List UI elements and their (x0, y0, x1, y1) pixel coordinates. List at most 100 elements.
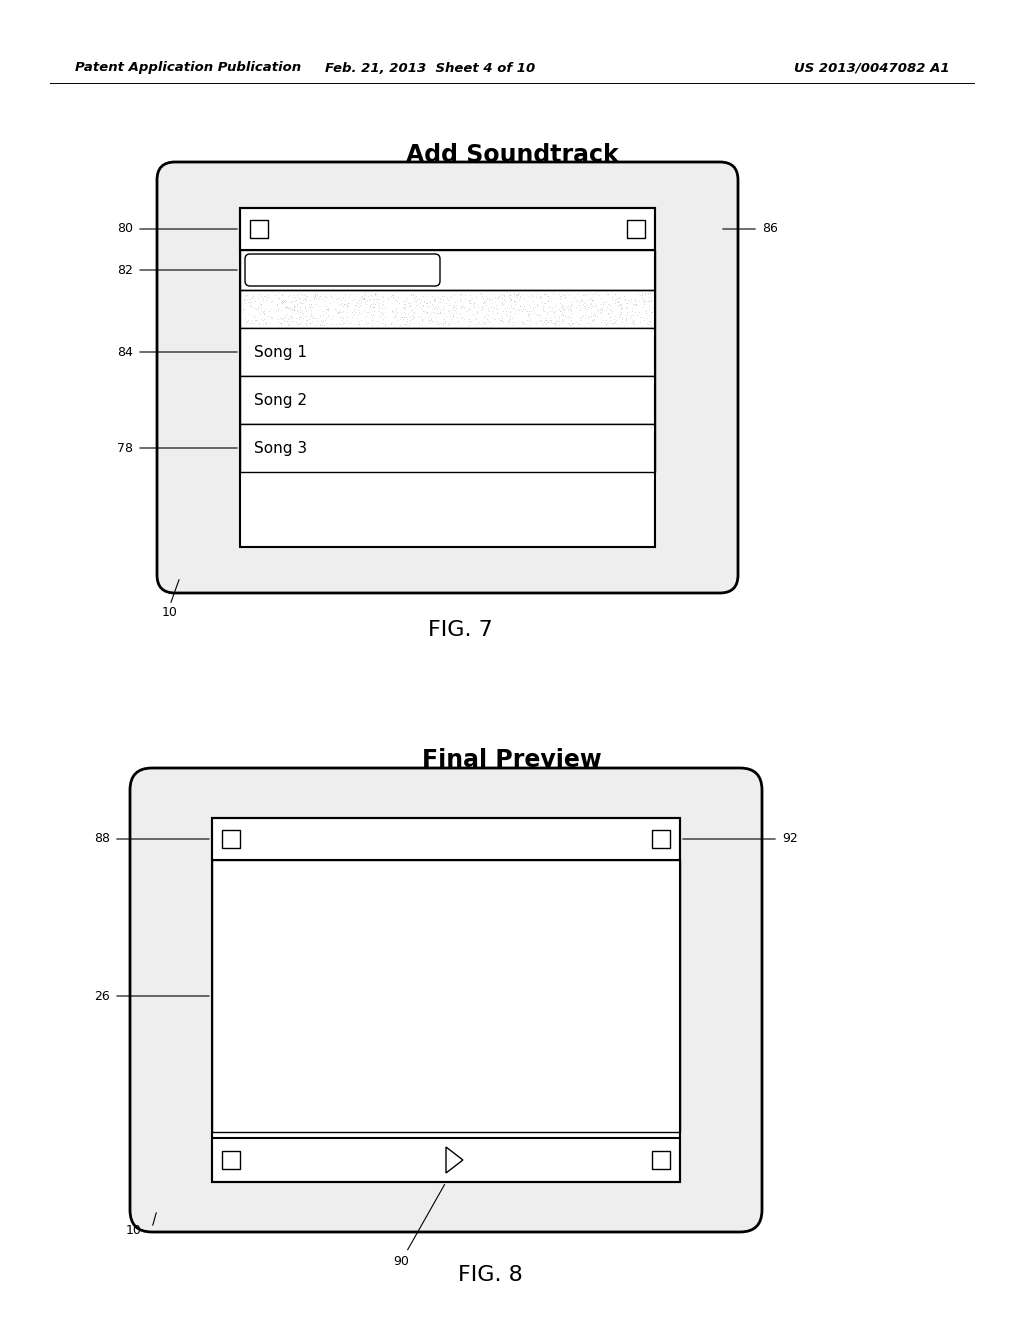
Point (515, 298, 531, 319)
Point (275, 289, 292, 310)
Point (476, 293, 493, 314)
Point (365, 289, 381, 310)
Point (522, 308, 539, 329)
Point (607, 305, 624, 326)
Point (584, 310, 600, 331)
Point (361, 288, 378, 309)
Point (244, 312, 260, 333)
Point (461, 314, 477, 335)
Point (590, 301, 606, 322)
Point (262, 308, 279, 329)
Point (274, 284, 291, 305)
Point (281, 308, 297, 329)
Point (323, 314, 339, 335)
Point (643, 314, 659, 335)
Point (456, 297, 472, 318)
Point (609, 294, 626, 315)
Point (469, 288, 485, 309)
Point (281, 314, 297, 335)
Point (469, 301, 485, 322)
Point (419, 301, 435, 322)
Point (640, 313, 656, 334)
Point (555, 298, 571, 319)
Point (580, 305, 596, 326)
Point (338, 296, 354, 317)
Point (593, 300, 609, 321)
Point (481, 289, 498, 310)
Point (551, 284, 567, 305)
Point (613, 297, 630, 318)
Point (490, 285, 507, 306)
Point (333, 294, 349, 315)
Point (402, 284, 419, 305)
Point (306, 289, 323, 310)
Point (314, 312, 331, 333)
Point (395, 306, 412, 327)
Point (272, 300, 289, 321)
Point (452, 288, 468, 309)
Bar (240, 249, 655, 290)
Point (460, 300, 476, 321)
Point (316, 285, 333, 306)
Text: 82: 82 (117, 264, 133, 276)
Point (580, 294, 596, 315)
Point (319, 300, 336, 321)
Point (472, 284, 488, 305)
Point (360, 301, 377, 322)
Point (301, 313, 317, 334)
Point (557, 304, 573, 325)
Point (299, 286, 315, 308)
Point (435, 312, 452, 333)
Point (303, 302, 319, 323)
Point (418, 302, 434, 323)
Point (465, 293, 481, 314)
Point (606, 293, 623, 314)
Point (593, 298, 609, 319)
Point (247, 290, 263, 312)
Point (339, 310, 355, 331)
Point (393, 302, 410, 323)
Point (532, 286, 549, 308)
Point (302, 314, 318, 335)
Point (468, 302, 484, 323)
Point (613, 294, 630, 315)
Point (540, 290, 556, 312)
Point (507, 294, 523, 315)
Point (367, 282, 383, 304)
Point (287, 290, 303, 312)
Point (359, 314, 376, 335)
Point (541, 296, 557, 317)
Point (432, 313, 449, 334)
Point (358, 293, 375, 314)
Point (608, 309, 625, 330)
Point (238, 286, 254, 308)
Point (421, 310, 437, 331)
Point (561, 297, 578, 318)
Point (571, 298, 588, 319)
Point (398, 310, 415, 331)
Point (337, 284, 353, 305)
Bar (627, 220, 645, 238)
Point (255, 304, 271, 325)
Point (242, 296, 258, 317)
Point (610, 306, 627, 327)
Point (553, 312, 569, 333)
Point (461, 290, 477, 312)
Point (604, 286, 621, 308)
Point (317, 302, 334, 323)
Point (284, 290, 300, 312)
Point (546, 302, 562, 323)
Point (620, 302, 636, 323)
Point (407, 306, 423, 327)
Point (553, 297, 569, 318)
Point (615, 314, 632, 335)
Point (616, 289, 633, 310)
Point (604, 302, 621, 323)
Point (294, 293, 310, 314)
Text: Song 2: Song 2 (254, 392, 307, 408)
Point (629, 294, 645, 315)
Point (415, 296, 431, 317)
Point (317, 296, 334, 317)
Point (553, 288, 569, 309)
Point (475, 297, 492, 318)
